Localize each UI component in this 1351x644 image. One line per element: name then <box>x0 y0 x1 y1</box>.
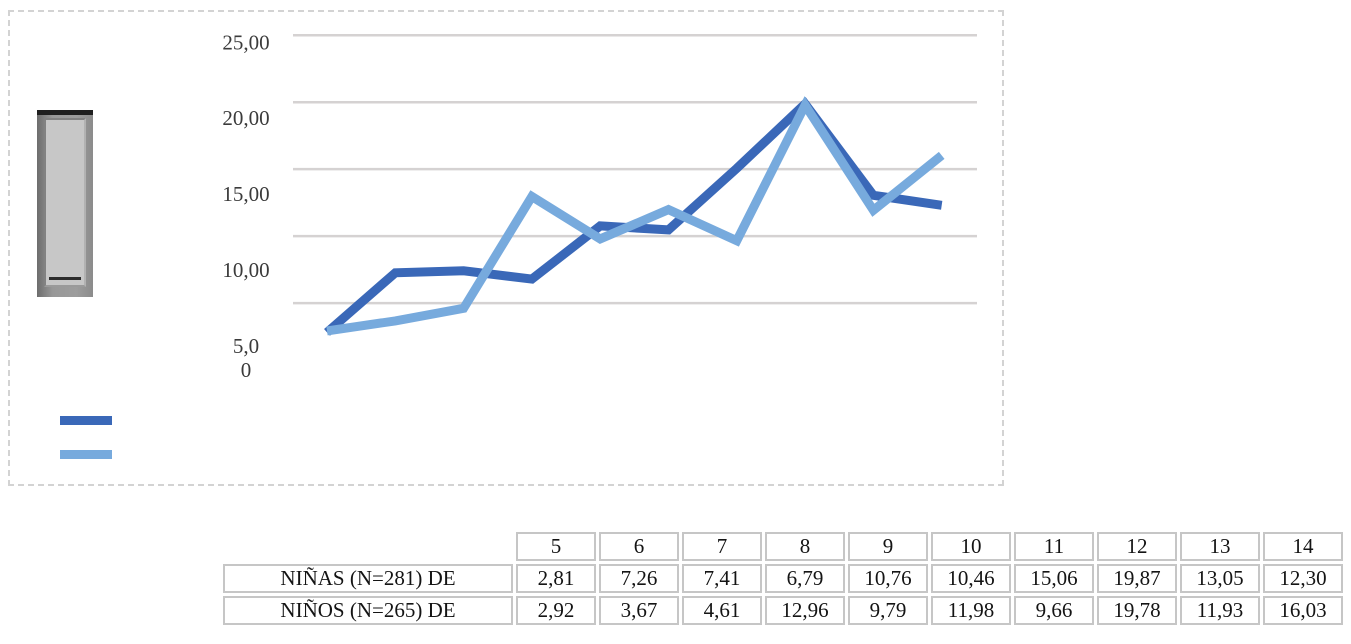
bevel-bar-top-edge <box>37 110 93 115</box>
line-chart: 25,00 20,00 15,00 10,00 5,0 0 <box>60 30 977 459</box>
table-cell: 3,67 <box>599 596 679 625</box>
table-cell: 9,66 <box>1014 596 1094 625</box>
table-row-label: NIÑAS (N=281) DE <box>223 564 513 593</box>
y-tick-label: 25,00 <box>222 30 269 54</box>
y-tick-label: 20,00 <box>222 106 269 130</box>
table-cell: 10,46 <box>931 564 1011 593</box>
bevel-bar-inner-panel <box>44 118 86 287</box>
table-row-label: NIÑOS (N=265) DE <box>223 596 513 625</box>
bevel-bar-graphic <box>37 110 93 297</box>
table-header-cell: 7 <box>682 532 762 561</box>
table-cell: 6,79 <box>765 564 845 593</box>
data-table: 5 6 7 8 9 10 11 12 13 14 NIÑAS (N=281) DE 2,81 7,26 7… <box>220 529 1346 628</box>
series-line-0 <box>324 97 943 336</box>
y-tick-label: 10,00 <box>222 258 269 282</box>
table-cell: 7,26 <box>599 564 679 593</box>
table-header-cell: 11 <box>1014 532 1094 561</box>
table-header-cell: 8 <box>765 532 845 561</box>
table-header-cell: 14 <box>1263 532 1343 561</box>
y-tick-label: 5,0 0 <box>233 334 259 382</box>
bevel-bar-bottom-line <box>49 277 81 280</box>
table-cell: 13,05 <box>1180 564 1260 593</box>
table-header-cell: 12 <box>1097 532 1177 561</box>
table-cell: 11,98 <box>931 596 1011 625</box>
table-cell: 19,78 <box>1097 596 1177 625</box>
table-cell: 7,41 <box>682 564 762 593</box>
table-cell: 12,96 <box>765 596 845 625</box>
table-cell: 12,30 <box>1263 564 1343 593</box>
table-row: NIÑOS (N=265) DE 2,92 3,67 4,61 12,96 9,79 11,… <box>223 596 1343 625</box>
table-row: NIÑAS (N=281) DE 2,81 7,26 7,41 6,79 10,76 10,… <box>223 564 1343 593</box>
table-cell: 11,93 <box>1180 596 1260 625</box>
table-cell: 15,06 <box>1014 564 1094 593</box>
table-cell: 10,76 <box>848 564 928 593</box>
table-cell: 9,79 <box>848 596 928 625</box>
chart-container[interactable]: 25,00 20,00 15,00 10,00 5,0 0 <box>8 10 1004 486</box>
table-corner-blank <box>223 532 513 561</box>
table-header-cell: 6 <box>599 532 679 561</box>
table-header-cell: 9 <box>848 532 928 561</box>
series-line-1 <box>326 96 945 336</box>
legend-swatch-0 <box>60 416 112 425</box>
table-cell: 16,03 <box>1263 596 1343 625</box>
y-tick-label: 15,00 <box>222 182 269 206</box>
table-header-row: 5 6 7 8 9 10 11 12 13 14 <box>223 532 1343 561</box>
table-cell: 19,87 <box>1097 564 1177 593</box>
table-cell: 2,92 <box>516 596 596 625</box>
table-header-cell: 13 <box>1180 532 1260 561</box>
table-cell: 2,81 <box>516 564 596 593</box>
table-header-cell: 5 <box>516 532 596 561</box>
table-cell: 4,61 <box>682 596 762 625</box>
legend-swatch-1 <box>60 450 112 459</box>
table-header-cell: 10 <box>931 532 1011 561</box>
